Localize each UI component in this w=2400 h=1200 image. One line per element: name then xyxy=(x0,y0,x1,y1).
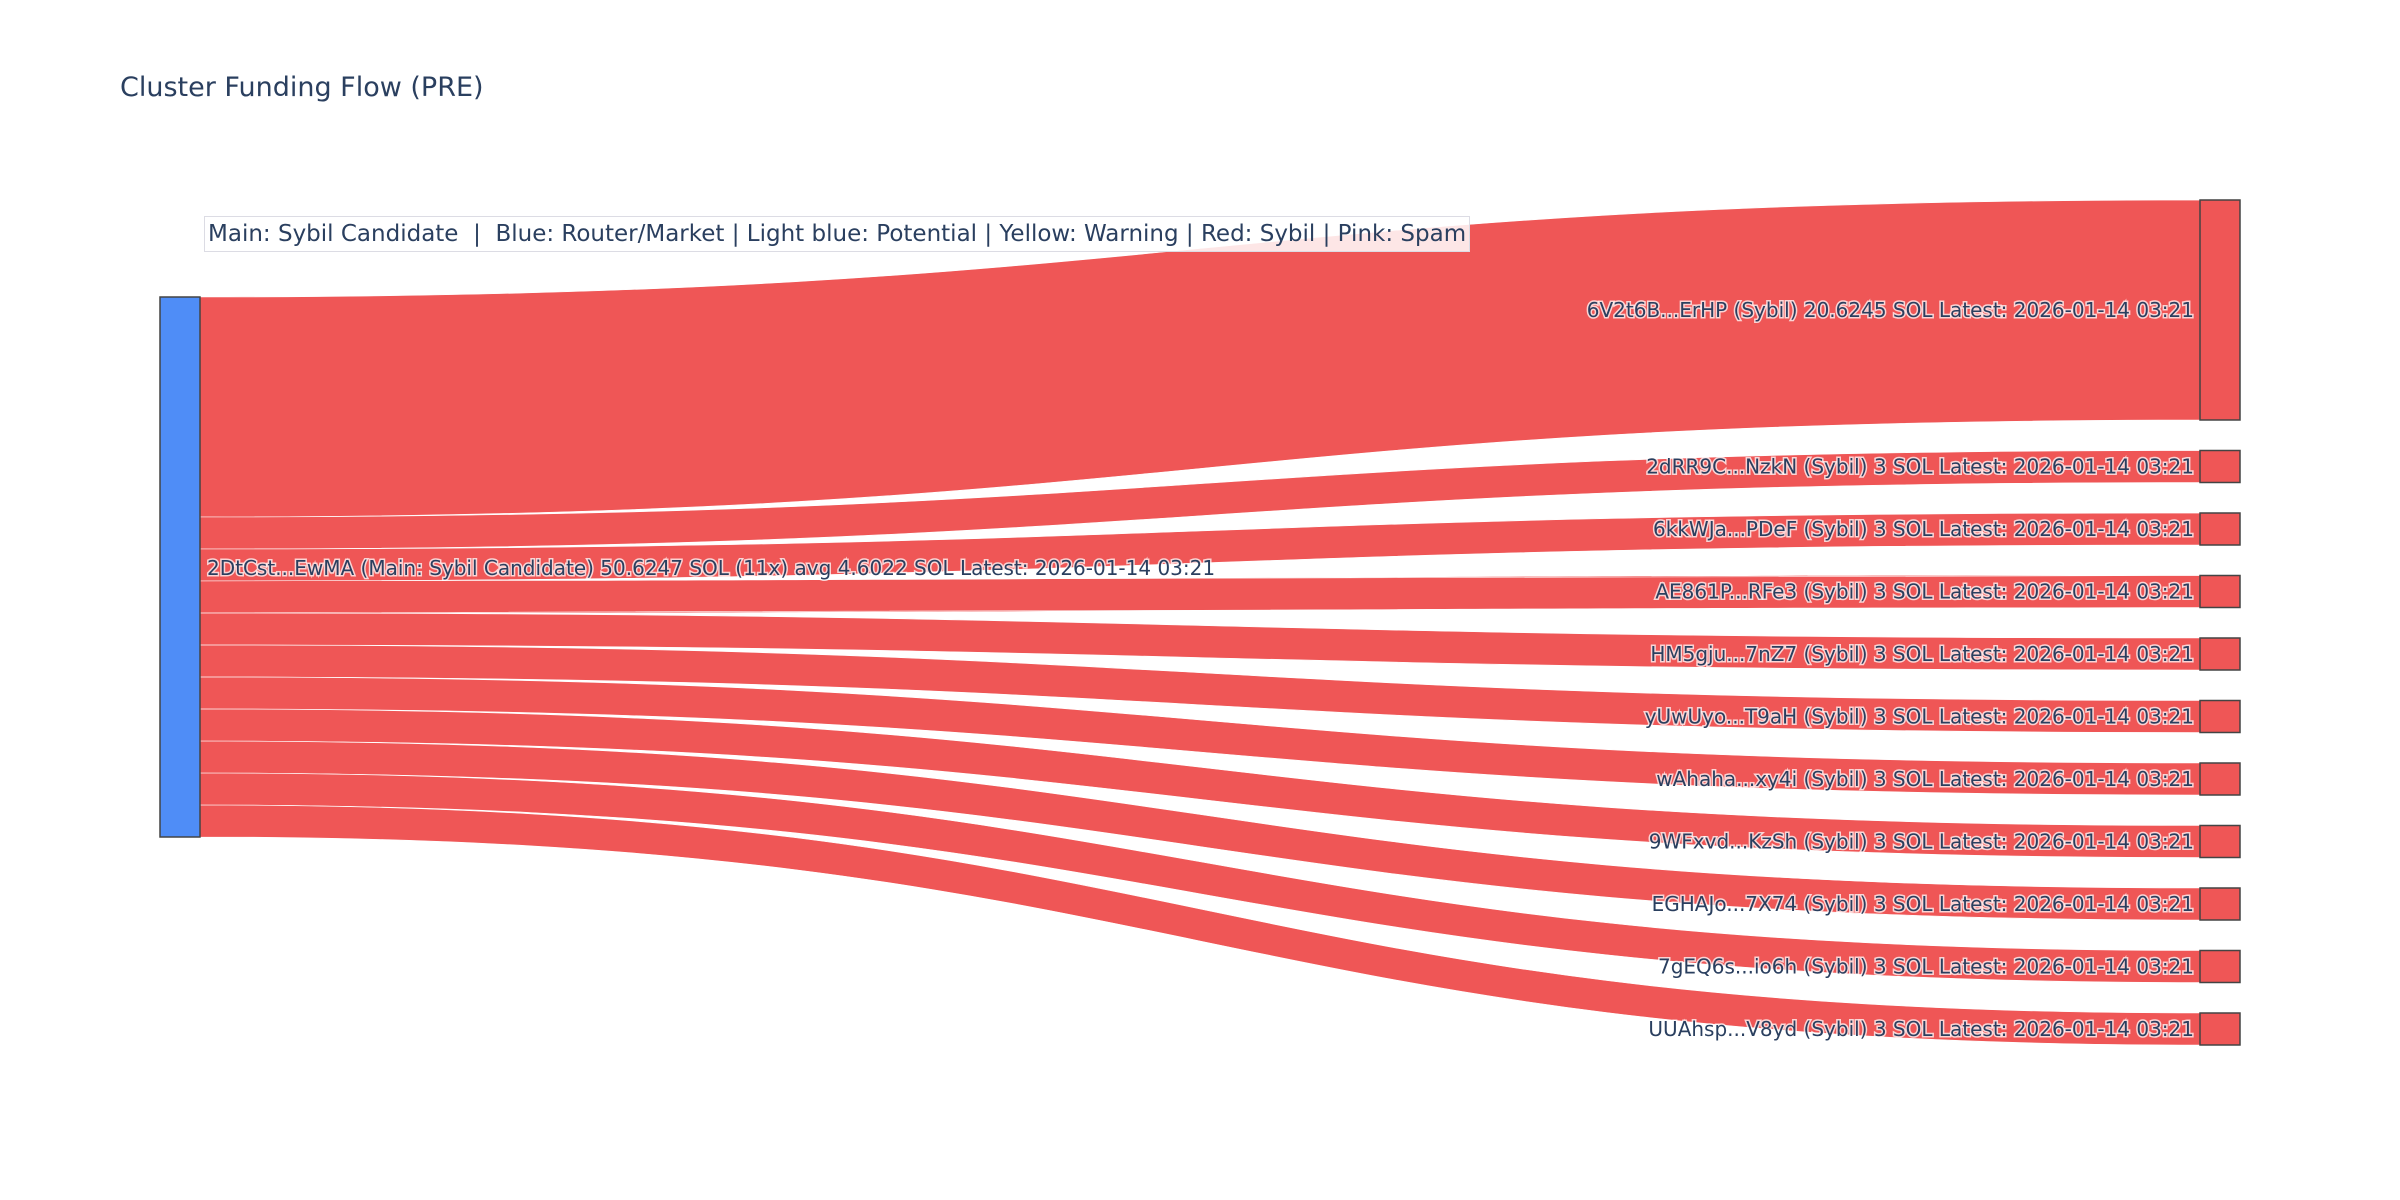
labels: 6V2t6B...ErHP (Sybil) 20.6245 SOL Latest… xyxy=(206,296,2196,1042)
source-node-label: 2DtCst...EwMA (Main: Sybil Candidate) 50… xyxy=(207,556,1215,580)
chart-title: Cluster Funding Flow (PRE) xyxy=(120,72,484,103)
target-node[interactable] xyxy=(2199,449,2241,484)
target-node[interactable] xyxy=(2199,199,2241,421)
target-node-label: 6kkWJa...PDeF (Sybil) 3 SOL Latest: 2026… xyxy=(1653,517,2194,541)
flow-link[interactable] xyxy=(199,772,2201,983)
target-node-label: wAhaha...xy4i (Sybil) 3 SOL Latest: 2026… xyxy=(1656,767,2194,791)
target-node-label: HM5gju...7nZ7 (Sybil) 3 SOL Latest: 2026… xyxy=(1650,642,2194,666)
target-node-label: yUwUyo...T9aH (Sybil) 3 SOL Latest: 2026… xyxy=(1645,704,2194,728)
target-node[interactable] xyxy=(2199,574,2241,609)
target-node-label: 7gEQ6s...io6h (Sybil) 3 SOL Latest: 2026… xyxy=(1658,954,2194,978)
nodes xyxy=(159,199,2241,1046)
target-node-label: 6V2t6B...ErHP (Sybil) 20.6245 SOL Latest… xyxy=(1587,298,2194,322)
target-node[interactable] xyxy=(2199,1012,2241,1046)
target-node-label: 2dRR9C...NzkN (Sybil) 3 SOL Latest: 2026… xyxy=(1646,454,2194,478)
target-node-label: EGHAJo...7X74 (Sybil) 3 SOL Latest: 2026… xyxy=(1652,892,2194,916)
color-legend: Main: Sybil Candidate | Blue: Router/Mar… xyxy=(204,216,1471,252)
target-node-label: UUAhsp...V8yd (Sybil) 3 SOL Latest: 2026… xyxy=(1648,1017,2194,1041)
target-node-label: 9WFxvd...KzSh (Sybil) 3 SOL Latest: 2026… xyxy=(1649,829,2194,853)
target-node-label: AE861P...RFe3 (Sybil) 3 SOL Latest: 2026… xyxy=(1655,579,2194,603)
source-node[interactable] xyxy=(159,296,201,838)
links xyxy=(199,199,2201,1046)
target-node[interactable] xyxy=(2199,762,2241,796)
target-node[interactable] xyxy=(2199,637,2241,671)
target-node[interactable] xyxy=(2199,699,2241,734)
target-node[interactable] xyxy=(2199,824,2241,859)
target-node[interactable] xyxy=(2199,512,2241,546)
target-node[interactable] xyxy=(2199,949,2241,984)
target-node[interactable] xyxy=(2199,887,2241,921)
